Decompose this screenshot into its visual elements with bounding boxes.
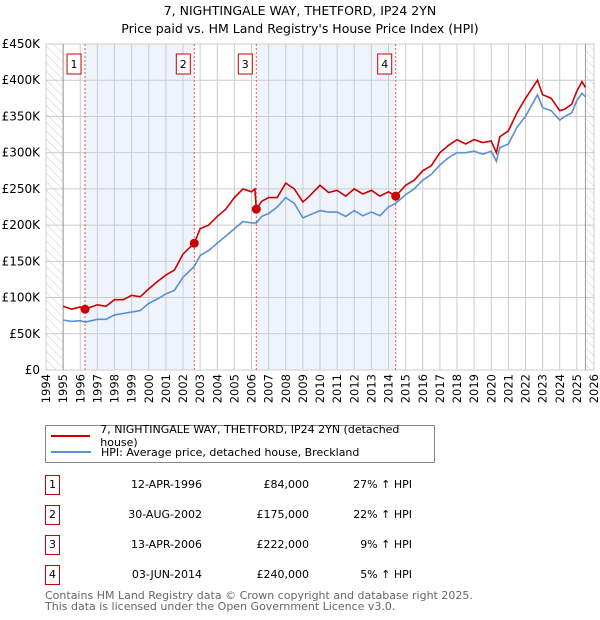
sale-label: 4 <box>381 58 388 71</box>
x-tick-label: 2015 <box>399 374 413 403</box>
y-tick-label: £400K <box>2 73 42 87</box>
y-tick-label: £300K <box>2 146 42 160</box>
x-tick-label: 2010 <box>313 374 327 403</box>
sale-point <box>80 304 90 314</box>
hatch-region-after <box>585 44 594 370</box>
price-chart: £0 £50K £100K £150K £200K £250K £300K £350K £400… <box>2 37 600 403</box>
sale-label: 1 <box>71 58 78 71</box>
legend-swatch-hpi <box>51 451 91 453</box>
x-tick-label: 1996 <box>73 374 87 403</box>
y-tick-label: £250K <box>2 182 42 196</box>
sale-row: 4 03-JUN-2014 £240,000 5% ↑ HPI <box>45 565 445 585</box>
x-tick-label: 1994 <box>39 374 53 403</box>
x-tick-label: 2012 <box>347 374 361 403</box>
x-tick-label: 2018 <box>450 374 464 403</box>
sale-label: 3 <box>242 58 249 71</box>
sale-label-box <box>377 53 393 75</box>
x-tick-label: 2005 <box>227 374 241 403</box>
sale-price: £222,000 <box>256 538 310 551</box>
x-tick-label: 2026 <box>587 374 600 403</box>
x-tick-label: 2025 <box>570 374 584 403</box>
chart-subtitle: Price paid vs. HM Land Registry's House … <box>121 21 479 36</box>
legend-item-property: 7, NIGHTINGALE WAY, THETFORD, IP24 2YN (… <box>46 423 434 449</box>
sale-point <box>251 204 261 214</box>
hatch-region-before <box>46 44 64 370</box>
sale-marker: 3 <box>45 535 60 555</box>
x-tick-label: 2019 <box>467 374 481 403</box>
sale-date: 30-AUG-2002 <box>128 508 202 521</box>
sale-marker: 1 <box>45 475 60 495</box>
x-tick-label: 2024 <box>553 374 567 403</box>
sale-label-box <box>175 53 191 75</box>
legend-label-hpi: HPI: Average price, detached house, Brec… <box>101 445 360 459</box>
sale-label-box <box>66 53 82 75</box>
sale-point <box>189 238 199 248</box>
x-tick-label: 2017 <box>433 374 447 403</box>
sale-point <box>391 191 401 201</box>
sale-date: 12-APR-1996 <box>130 478 202 491</box>
legend-swatch-property <box>51 435 91 437</box>
footer-copyright: Contains HM Land Registry data © Crown c… <box>45 589 473 602</box>
x-tick-label: 2001 <box>159 374 173 403</box>
sale-marker: 4 <box>45 565 60 585</box>
x-tick-label: 1997 <box>90 374 104 403</box>
y-tick-label: £450K <box>2 37 42 51</box>
x-tick-label: 1998 <box>108 374 122 403</box>
sale-row: 1 12-APR-1996 £84,000 27% ↑ HPI <box>45 475 445 495</box>
x-tick-label: 2020 <box>484 374 498 403</box>
hpi-line <box>62 92 587 324</box>
x-tick-label: 2013 <box>364 374 378 403</box>
y-tick-label: £50K <box>9 327 41 341</box>
sale-date: 03-JUN-2014 <box>131 568 202 581</box>
sale-price: £84,000 <box>263 478 310 491</box>
sale-label-box <box>237 53 253 75</box>
sale-date: 13-APR-2006 <box>130 538 202 551</box>
x-tick-label: 1999 <box>125 374 139 403</box>
x-tick-label: 2023 <box>536 374 550 403</box>
y-tick-label: £150K <box>2 254 42 268</box>
y-tick-label: £200K <box>2 218 42 232</box>
footer-licence: This data is licensed under the Open Gov… <box>45 600 396 613</box>
x-tick-label: 2002 <box>176 374 190 403</box>
x-tick-label: 2006 <box>245 374 259 403</box>
x-tick-label: 2003 <box>193 374 207 403</box>
x-tick-label: 2008 <box>279 374 293 403</box>
sale-row: 2 30-AUG-2002 £175,000 22% ↑ HPI <box>45 505 445 525</box>
sale-hpi-diff: 27% ↑ HPI <box>353 478 412 491</box>
x-tick-label: 2016 <box>416 374 430 403</box>
x-tick-label: 2022 <box>519 374 533 403</box>
y-tick-label: £350K <box>2 109 42 123</box>
x-tick-label: 2000 <box>142 374 156 403</box>
ownership-band <box>256 44 396 370</box>
legend-item-hpi: HPI: Average price, detached house, Brec… <box>46 444 359 460</box>
property-price-line <box>62 78 587 311</box>
sale-hpi-diff: 22% ↑ HPI <box>353 508 412 521</box>
chart-title: 7, NIGHTINGALE WAY, THETFORD, IP24 2YN <box>163 3 437 18</box>
x-tick-label: 2007 <box>262 374 276 403</box>
x-tick-label: 2009 <box>296 374 310 403</box>
x-tick-label: 2004 <box>210 374 224 403</box>
x-tick-label: 2014 <box>382 374 396 403</box>
x-tick-label: 1995 <box>56 374 70 403</box>
ownership-band <box>85 44 195 370</box>
sale-price: £175,000 <box>256 508 310 521</box>
y-tick-label: £0 <box>25 363 40 377</box>
sale-hpi-diff: 9% ↑ HPI <box>360 538 412 551</box>
sale-row: 3 13-APR-2006 £222,000 9% ↑ HPI <box>45 535 445 555</box>
y-tick-label: £100K <box>2 291 42 305</box>
legend-label-property: 7, NIGHTINGALE WAY, THETFORD, IP24 2YN (… <box>100 423 400 449</box>
sale-label: 2 <box>180 58 187 71</box>
sale-marker: 2 <box>45 505 60 525</box>
x-tick-label: 2021 <box>501 374 515 403</box>
sale-price: £240,000 <box>256 568 310 581</box>
legend: 7, NIGHTINGALE WAY, THETFORD, IP24 2YN (… <box>45 423 435 463</box>
x-tick-label: 2011 <box>330 374 344 403</box>
sale-hpi-diff: 5% ↑ HPI <box>360 568 412 581</box>
